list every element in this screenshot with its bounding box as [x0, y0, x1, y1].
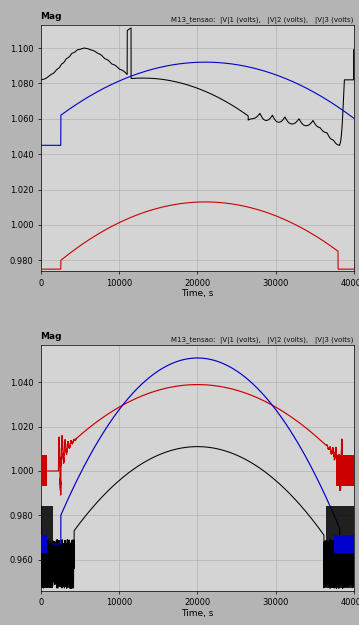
Text: M13_tensao:  |V|1 (volts),   |V|2 (volts),   |V|3 (volts): M13_tensao: |V|1 (volts), |V|2 (volts), … [171, 337, 354, 344]
X-axis label: Time, s: Time, s [181, 609, 214, 618]
X-axis label: Time, s: Time, s [181, 289, 214, 298]
Text: M13_tensao:  |V|1 (volts),   |V|2 (volts),   |V|3 (volts): M13_tensao: |V|1 (volts), |V|2 (volts), … [171, 18, 354, 24]
Text: Mag: Mag [40, 332, 61, 341]
Text: Mag: Mag [40, 12, 61, 21]
